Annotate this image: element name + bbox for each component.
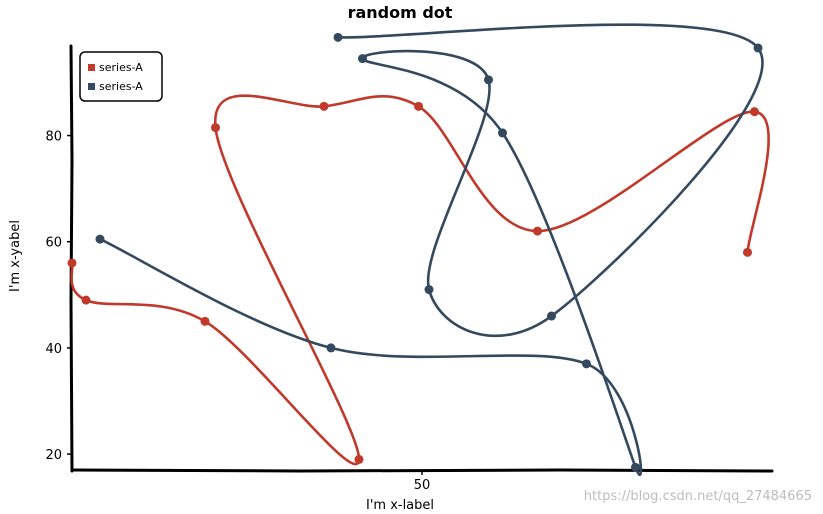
x-tick-label: 50 [414,478,431,493]
data-point [354,454,364,464]
chart-title: random dot [348,3,453,22]
watermark: https://blog.csdn.net/qq_27484665 [584,489,812,504]
data-point [319,101,329,111]
data-point [414,101,423,111]
y-axis-label: I'm x-yabel [8,220,23,292]
series-line [98,23,764,477]
data-point [200,316,210,326]
data-point [631,462,640,472]
legend-box [79,51,163,102]
legend-label: series-A [99,61,143,74]
data-point [753,43,763,53]
y-tick-label: 20 [45,448,62,463]
data-point [750,107,759,117]
legend-label: series-A [99,80,143,93]
data-point [358,54,367,64]
data-point [333,32,343,42]
legend: series-A series-A [79,51,163,102]
chart-frame [69,44,774,473]
data-point [582,359,591,369]
data-point [533,226,542,236]
data-point [484,75,493,85]
x-axis-label: I'm x-label [366,498,434,513]
plot-area [67,23,770,477]
y-tick-label: 40 [45,342,62,357]
data-point [547,311,556,321]
legend-swatch [88,83,95,90]
data-point [67,258,77,268]
y-tick-label: 60 [45,236,62,251]
axis-ticks: 20 40 60 80 50 [45,130,430,493]
data-point [95,234,105,244]
data-point [326,343,336,353]
data-point [211,123,220,133]
data-point [743,247,752,257]
y-tick-label: 80 [45,130,62,145]
legend-swatch [88,64,95,71]
data-point [424,285,434,295]
data-point [498,128,507,138]
data-point [81,295,91,305]
